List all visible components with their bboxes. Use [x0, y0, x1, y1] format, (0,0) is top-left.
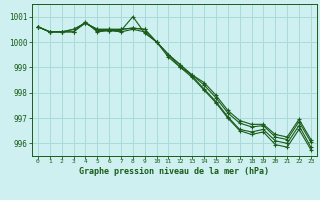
X-axis label: Graphe pression niveau de la mer (hPa): Graphe pression niveau de la mer (hPa): [79, 167, 269, 176]
